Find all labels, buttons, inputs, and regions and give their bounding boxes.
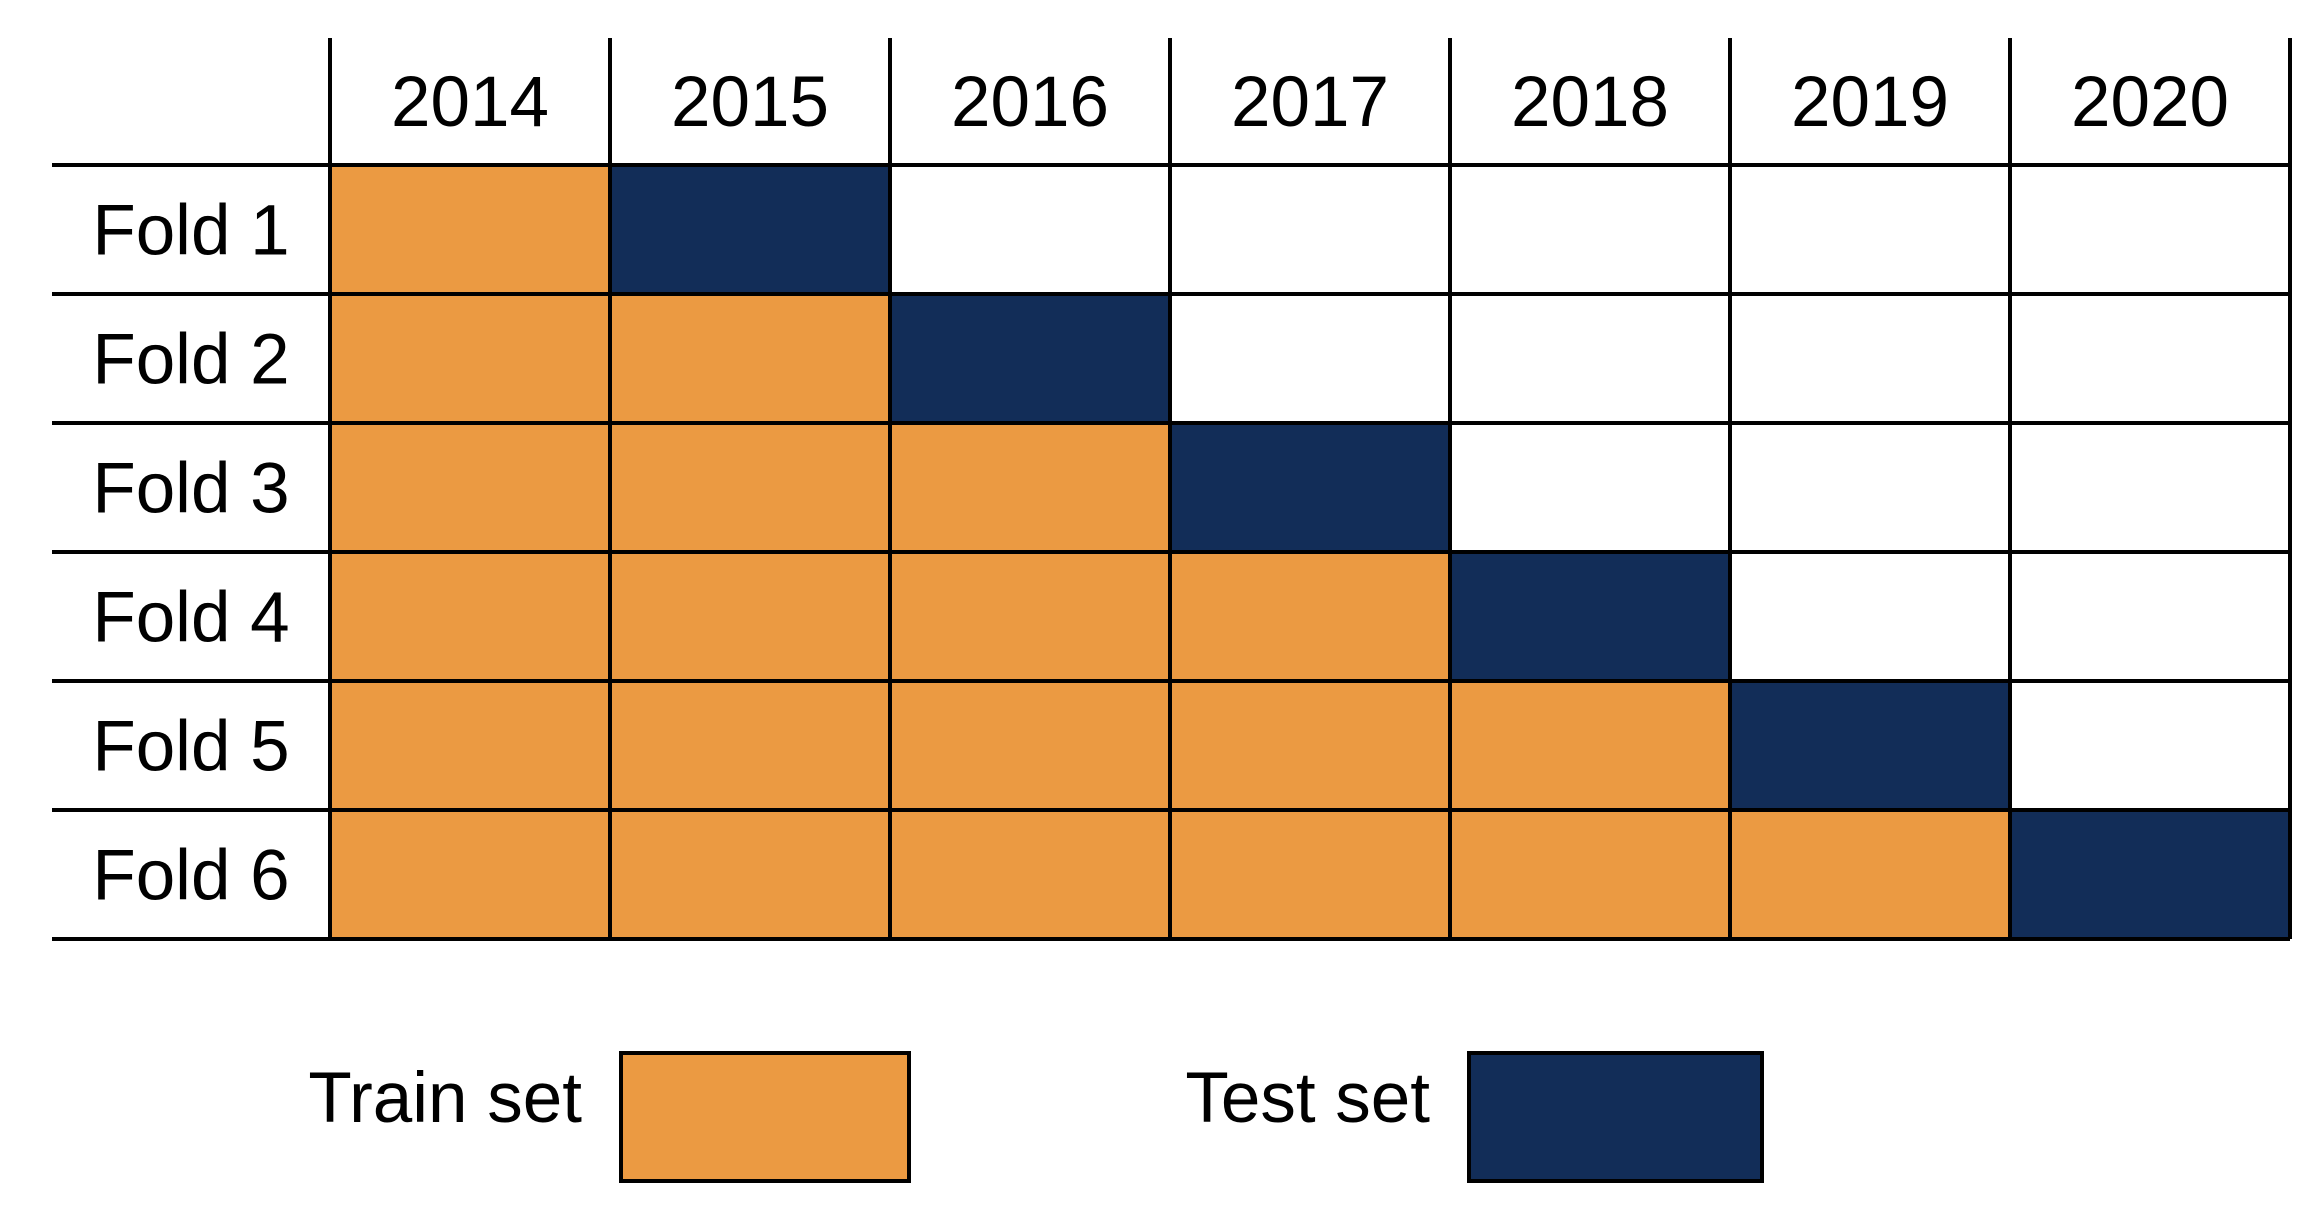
fold-5-cell-2018-train <box>1450 681 1730 810</box>
legend-train-swatch <box>619 1051 911 1183</box>
fold-3-cell-2017-test <box>1170 423 1450 552</box>
fold-label-5: Fold 5 <box>92 708 289 787</box>
labels-layer: 2014 2015 2016 2017 2018 2019 2020 Fold 1 Fold 2… <box>92 63 2229 916</box>
fold-5-cell-2019-test <box>1730 681 2010 810</box>
fold-5-cell-2016-train <box>890 681 1170 810</box>
fold-6-cell-2016-train <box>890 810 1170 939</box>
fold-6-cell-2014-train <box>330 810 610 939</box>
fold-1-cell-2020-empty <box>2010 165 2290 294</box>
fold-6-cell-2020-test <box>2010 810 2290 939</box>
fold-4-cell-2018-test <box>1450 552 1730 681</box>
fold-2-cell-2015-train <box>610 294 890 423</box>
fold-label-1: Fold 1 <box>92 192 289 271</box>
grid-lines <box>52 38 2292 941</box>
fold-label-3: Fold 3 <box>92 450 289 529</box>
fold-1-cell-2015-test <box>610 165 890 294</box>
year-header-2018: 2018 <box>1511 63 1669 142</box>
fold-5-cell-2020-empty <box>2010 681 2290 810</box>
legend-train-label: Train set <box>308 1059 582 1138</box>
fold-6-cell-2018-train <box>1450 810 1730 939</box>
legend-test-label: Test set <box>1185 1059 1430 1138</box>
fold-1-cell-2016-empty <box>890 165 1170 294</box>
fold-label-2: Fold 2 <box>92 321 289 400</box>
fold-2-cell-2016-test <box>890 294 1170 423</box>
fold-2-cell-2014-train <box>330 294 610 423</box>
year-header-2019: 2019 <box>1791 63 1949 142</box>
fold-4-cell-2019-empty <box>1730 552 2010 681</box>
year-header-2020: 2020 <box>2071 63 2229 142</box>
fold-5-cell-2015-train <box>610 681 890 810</box>
fold-1-cell-2014-train <box>330 165 610 294</box>
fold-6-cell-2015-train <box>610 810 890 939</box>
fold-1-cell-2019-empty <box>1730 165 2010 294</box>
year-header-2015: 2015 <box>671 63 829 142</box>
fold-4-cell-2015-train <box>610 552 890 681</box>
legend-test-swatch <box>1467 1051 1764 1183</box>
fold-2-cell-2018-empty <box>1450 294 1730 423</box>
year-header-2014: 2014 <box>391 63 549 142</box>
fold-5-cell-2017-train <box>1170 681 1450 810</box>
year-header-2017: 2017 <box>1231 63 1389 142</box>
fold-2-cell-2017-empty <box>1170 294 1450 423</box>
fold-6-cell-2017-train <box>1170 810 1450 939</box>
fold-2-cell-2019-empty <box>1730 294 2010 423</box>
fold-3-cell-2015-train <box>610 423 890 552</box>
fold-4-cell-2020-empty <box>2010 552 2290 681</box>
fold-4-cell-2014-train <box>330 552 610 681</box>
fold-3-cell-2014-train <box>330 423 610 552</box>
fold-label-6: Fold 6 <box>92 837 289 916</box>
fold-4-cell-2017-train <box>1170 552 1450 681</box>
fold-1-cell-2017-empty <box>1170 165 1450 294</box>
fold-3-cell-2018-empty <box>1450 423 1730 552</box>
fold-1-cell-2018-empty <box>1450 165 1730 294</box>
fold-2-cell-2020-empty <box>2010 294 2290 423</box>
fold-3-cell-2016-train <box>890 423 1170 552</box>
fold-label-4: Fold 4 <box>92 579 289 658</box>
fold-4-cell-2016-train <box>890 552 1170 681</box>
cells-layer <box>330 165 2290 939</box>
fold-3-cell-2020-empty <box>2010 423 2290 552</box>
legend: Train set Test set <box>308 1051 1764 1183</box>
year-header-2016: 2016 <box>951 63 1109 142</box>
fold-6-cell-2019-train <box>1730 810 2010 939</box>
fold-5-cell-2014-train <box>330 681 610 810</box>
fold-3-cell-2019-empty <box>1730 423 2010 552</box>
